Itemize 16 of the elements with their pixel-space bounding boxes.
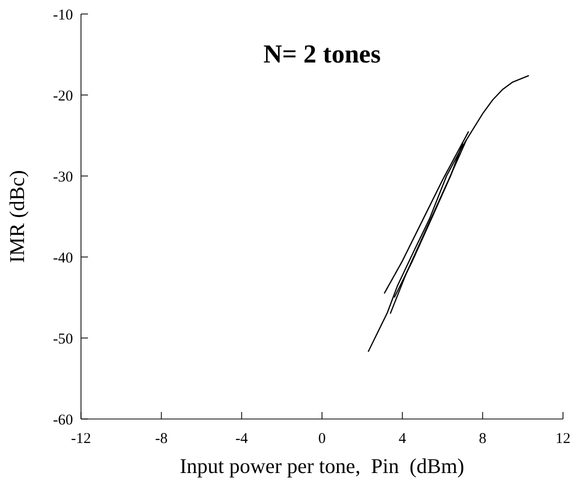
x-axis-title: Input power per tone, Pin (dBm) xyxy=(180,454,464,478)
x-tick-label: 12 xyxy=(556,431,570,447)
y-tick-label: -60 xyxy=(53,412,73,428)
x-tick-label: -4 xyxy=(235,431,248,447)
y-tick-label: -40 xyxy=(53,250,73,266)
y-axis-title: IMR (dBc) xyxy=(5,170,29,263)
y-tick-label: -30 xyxy=(53,169,73,186)
text: N= 2 tones xyxy=(263,40,381,69)
y-tick-label: -20 xyxy=(53,88,73,104)
x-tick-label: -12 xyxy=(71,431,91,447)
x-tick-label: 8 xyxy=(478,431,486,447)
y-tick-label: -10 xyxy=(53,7,73,24)
x-tick-label: 4 xyxy=(398,431,407,447)
x-tick-label: 0 xyxy=(318,431,326,447)
y-tick-label: -50 xyxy=(53,331,73,348)
x-tick-label: -8 xyxy=(155,431,168,447)
